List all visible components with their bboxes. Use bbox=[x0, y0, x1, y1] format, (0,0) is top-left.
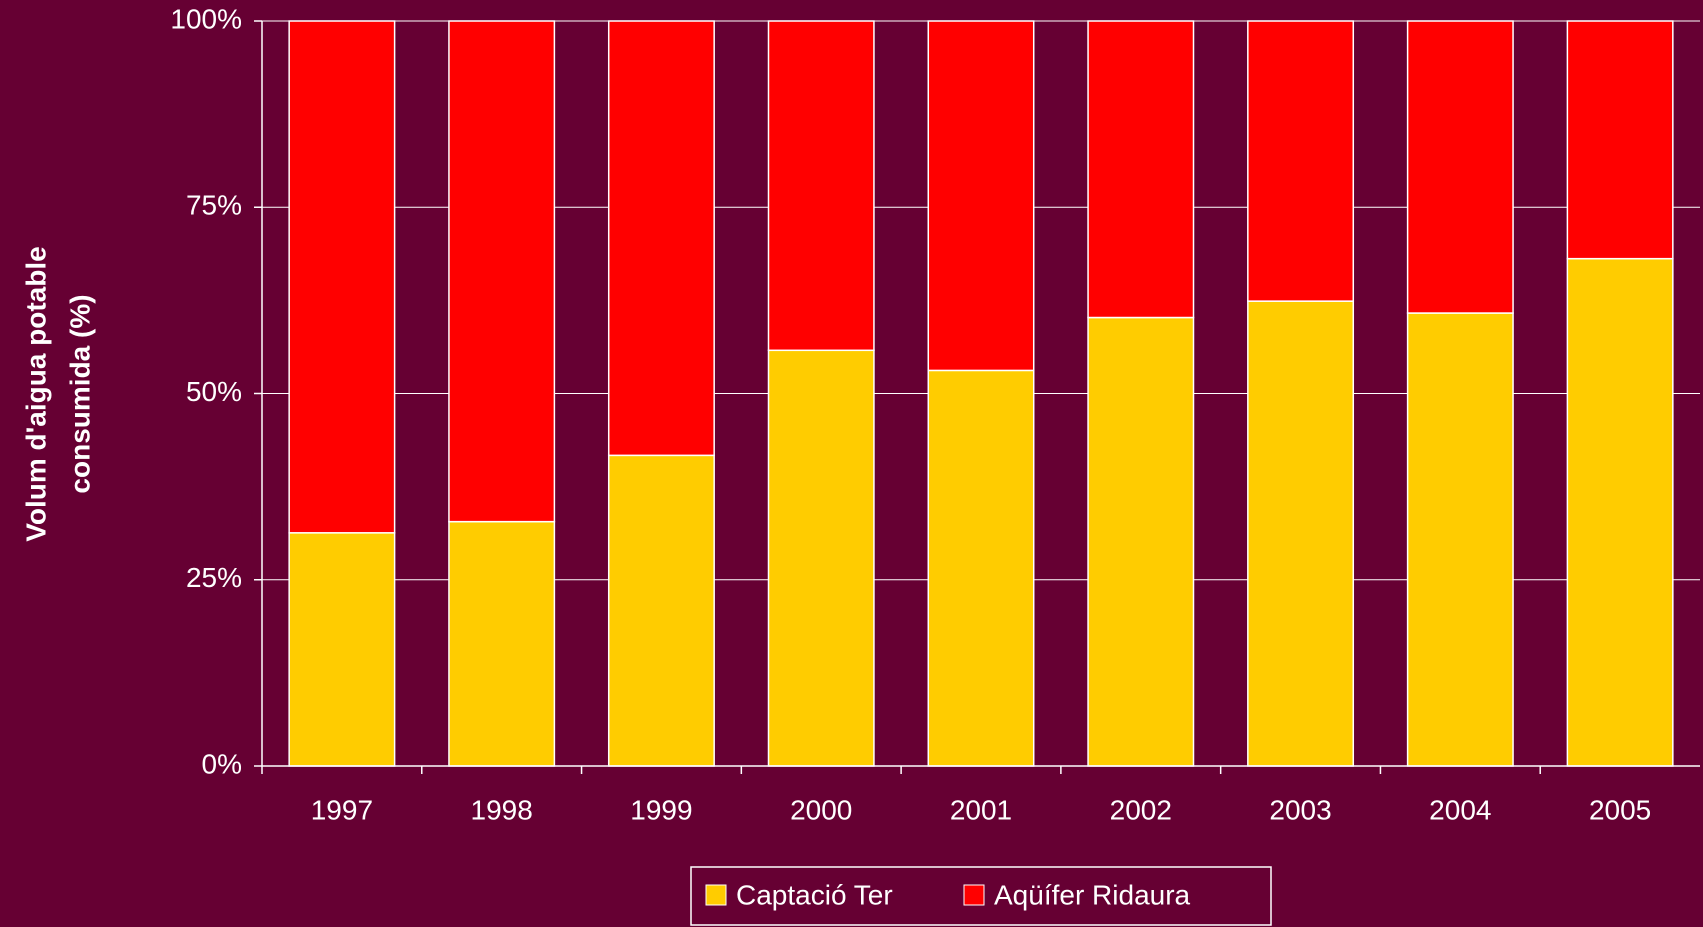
x-tick-label: 2001 bbox=[950, 794, 1012, 825]
bar-segment bbox=[448, 20, 556, 523]
bar-segment bbox=[767, 349, 875, 767]
legend-label: Aqüífer Ridaura bbox=[994, 879, 1191, 910]
bar-segment bbox=[927, 369, 1035, 767]
y-tick-label: 25% bbox=[186, 562, 242, 593]
legend-box bbox=[690, 866, 1272, 926]
x-tick-label: 2003 bbox=[1269, 794, 1331, 825]
x-tick-label: 2002 bbox=[1110, 794, 1172, 825]
bar-segment bbox=[1406, 20, 1514, 314]
bar-segment bbox=[767, 20, 875, 352]
bar-segment bbox=[1087, 20, 1195, 319]
x-tick-label: 2005 bbox=[1589, 794, 1651, 825]
bar-segment bbox=[1247, 300, 1355, 767]
y-tick-label: 50% bbox=[186, 376, 242, 407]
bar-segment bbox=[1406, 312, 1514, 767]
y-axis-title: Volum d'aigua potable consumida (%) bbox=[20, 246, 95, 542]
bar-segment bbox=[1566, 257, 1674, 767]
x-tick-label: 2000 bbox=[790, 794, 852, 825]
bar-segment bbox=[1247, 20, 1355, 302]
x-tick-label: 1998 bbox=[471, 794, 533, 825]
y-tick-label: 0% bbox=[202, 748, 242, 779]
y-axis-title-line: Volum d'aigua potable bbox=[20, 246, 51, 542]
legend-swatch bbox=[963, 884, 985, 906]
bar-segment bbox=[1566, 20, 1674, 260]
bar-segment bbox=[288, 20, 396, 534]
x-tick-label: 2004 bbox=[1429, 794, 1491, 825]
bar-segment bbox=[1087, 316, 1195, 767]
bar-segment bbox=[927, 20, 1035, 372]
bar-segment bbox=[288, 532, 396, 767]
y-tick-label: 75% bbox=[186, 190, 242, 221]
legend-swatch bbox=[705, 884, 727, 906]
y-tick-label: 100% bbox=[170, 3, 242, 34]
y-axis-title-line: consumida (%) bbox=[64, 294, 95, 493]
bar-segment bbox=[607, 20, 715, 457]
x-tick-label: 1997 bbox=[311, 794, 373, 825]
bar-segment bbox=[607, 454, 715, 767]
legend-label: Captació Ter bbox=[736, 879, 893, 910]
bar-segment bbox=[448, 520, 556, 767]
x-tick-label: 1999 bbox=[630, 794, 692, 825]
